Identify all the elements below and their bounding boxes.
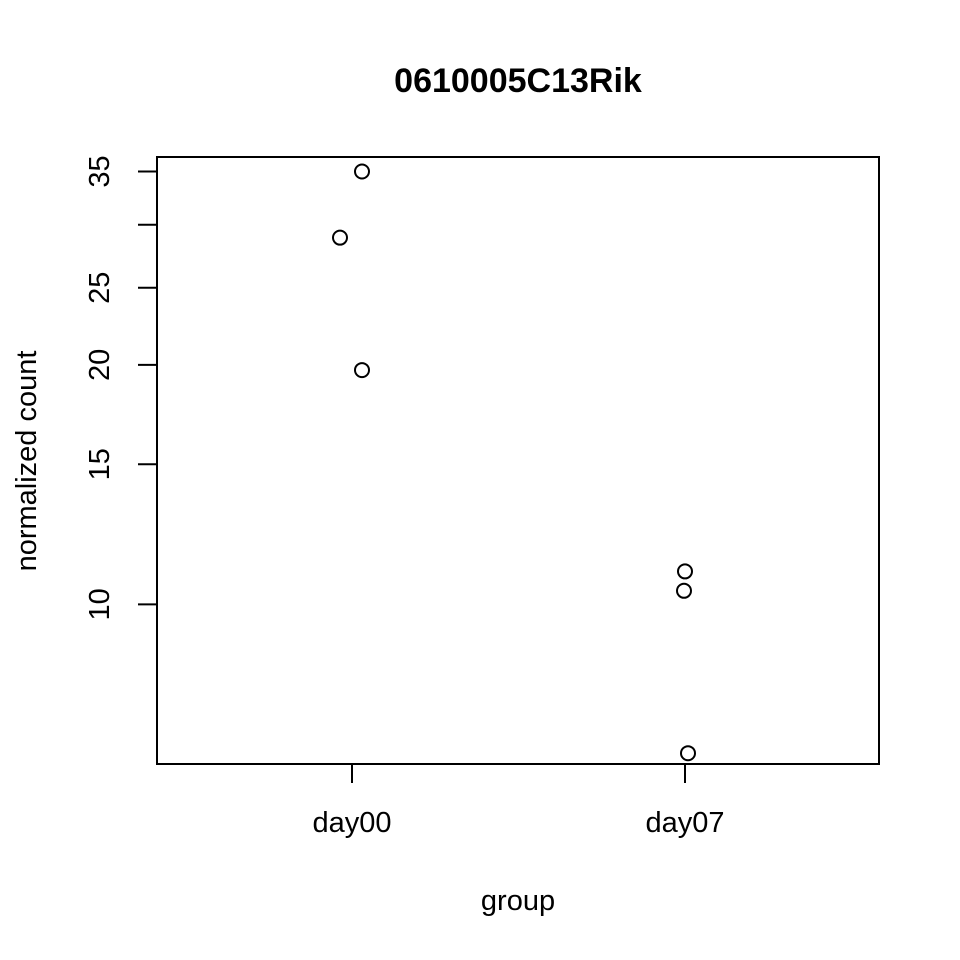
data-point — [676, 582, 692, 599]
data-point — [680, 745, 696, 762]
y-axis-label: normalized count — [11, 351, 43, 572]
y-tick-label: 15 — [84, 448, 116, 480]
data-point — [332, 229, 348, 246]
data-point — [354, 362, 370, 379]
data-point — [677, 563, 693, 580]
y-tick-label: 20 — [84, 349, 116, 381]
x-tick-label-day00: day00 — [312, 807, 391, 839]
y-tick-label: 10 — [84, 588, 116, 620]
chart-title: 0610005C13Rik — [394, 62, 642, 100]
y-axis: 10 15 20 25 35 — [84, 155, 158, 620]
data-points — [332, 163, 696, 762]
y-tick-label: 35 — [84, 155, 116, 187]
x-axis-label: group — [481, 885, 555, 917]
x-tick-label-day07: day07 — [645, 807, 724, 839]
x-axis: day00 day07 — [312, 763, 725, 839]
plot-frame — [156, 156, 880, 765]
y-tick-label: 25 — [84, 272, 116, 304]
data-point — [354, 163, 370, 180]
